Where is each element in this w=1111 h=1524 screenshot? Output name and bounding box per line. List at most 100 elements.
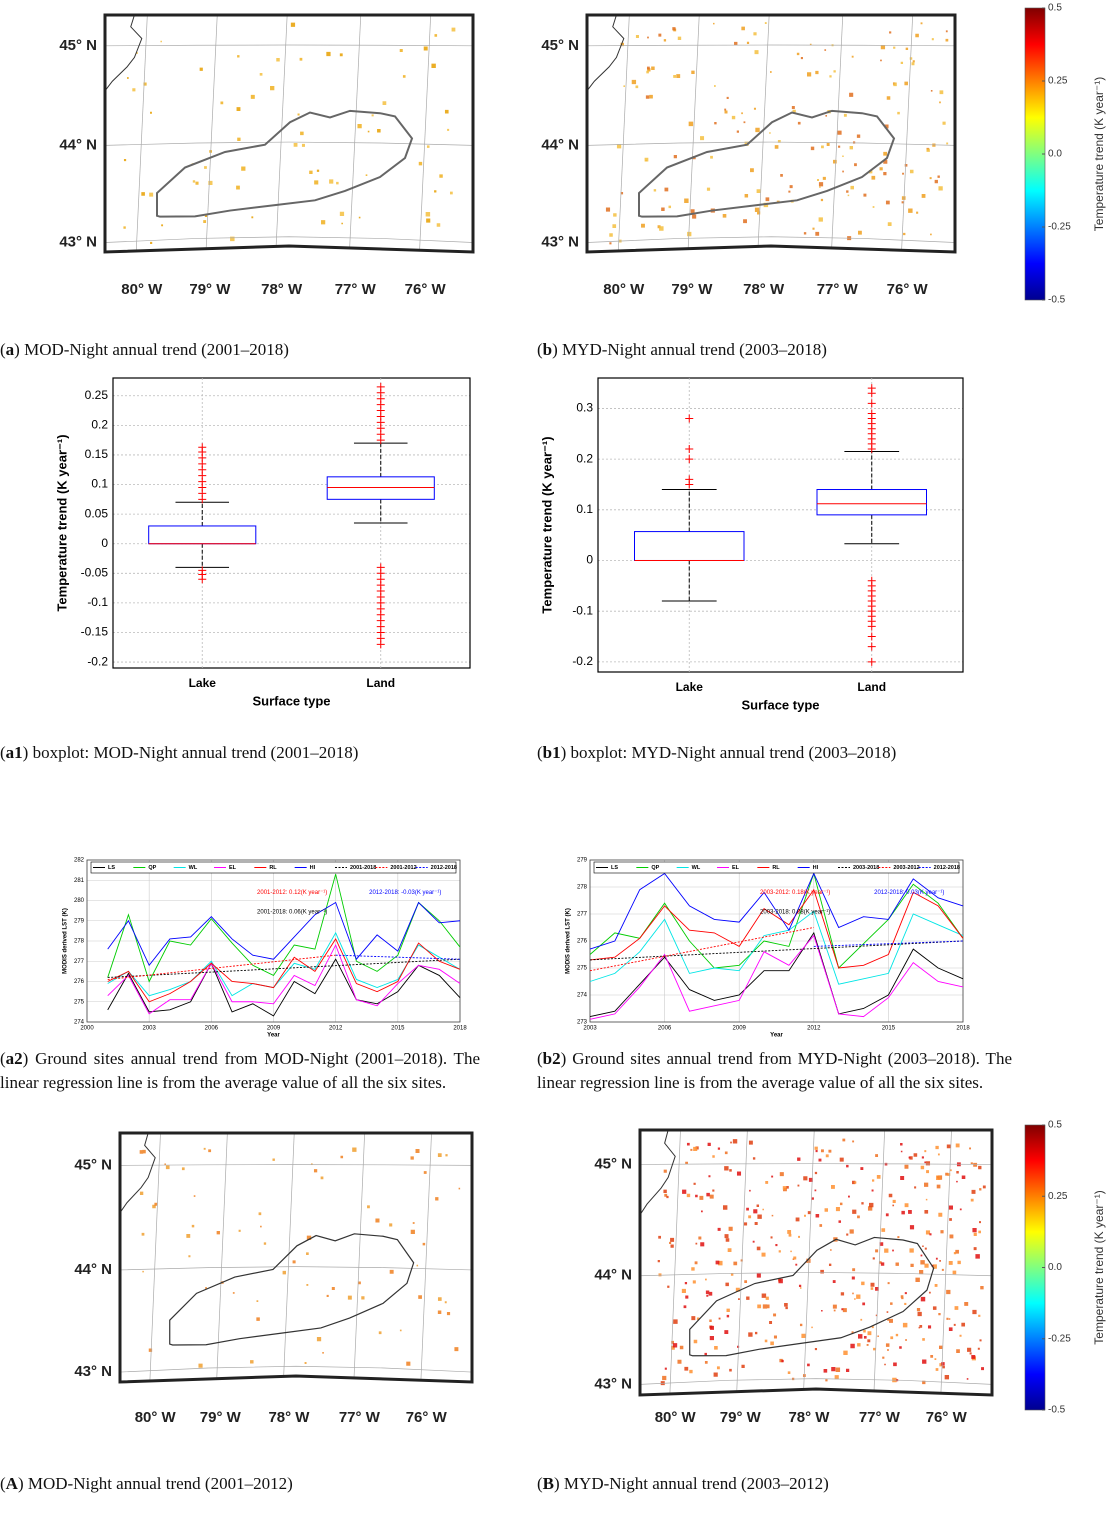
map-parallel (639, 1378, 993, 1385)
caption-label: B (542, 1474, 555, 1493)
box (816, 489, 927, 516)
longitude-label: 77° W (339, 1409, 381, 1426)
map-parallel (639, 1272, 993, 1277)
series-line (589, 872, 964, 950)
plot-frame (112, 377, 471, 669)
caption-text: ( (537, 1474, 543, 1493)
series-line (589, 888, 964, 969)
x-tick-label: 2003 (583, 1026, 597, 1032)
longitude-label: 80° W (603, 281, 645, 298)
colorbar-tick-label: 0.25 (1048, 1191, 1068, 1202)
annotation: 2003-2012: 0.18(K year⁻¹) (760, 890, 830, 896)
trend-pixels (139, 1147, 448, 1368)
series-line (107, 938, 461, 1003)
trend-pixels (139, 1148, 461, 1366)
map-meridian (149, 1132, 161, 1381)
x-tick-label: 2015 (882, 1026, 896, 1032)
plot-frame (589, 859, 964, 1023)
longitude-label: 78° W (261, 281, 303, 298)
caption-text: ) Ground sites annual trend from MYD-Nig… (537, 1049, 1012, 1092)
y-tick-label: -0.1 (572, 603, 593, 617)
y-tick-label: 277 (577, 912, 588, 918)
latitude-label: 45° N (541, 37, 579, 54)
x-tick-label: 2015 (391, 1026, 405, 1032)
map-meridian (216, 1132, 228, 1378)
y-tick-label: 279 (74, 918, 85, 924)
longitude-label: 77° W (859, 1409, 901, 1426)
x-tick-label: 2006 (658, 1026, 672, 1032)
y-tick-label: 0.15 (85, 447, 109, 461)
longitude-label: 78° W (268, 1409, 310, 1426)
map-parallel (119, 1266, 473, 1271)
legend-label: QP (148, 865, 156, 871)
lake-outline (638, 109, 896, 218)
x-tick-label: 2012 (807, 1026, 821, 1032)
y-tick-label: 0 (586, 553, 593, 567)
longitude-label: 80° W (121, 281, 163, 298)
latitude-label: 43° N (74, 1363, 112, 1380)
caption-text: ) MOD-Night annual trend (2001–2012) (17, 1474, 293, 1493)
y-tick-label: 0.2 (576, 451, 593, 465)
latitude-label: 43° N (541, 233, 579, 250)
coastline (119, 1132, 156, 1213)
caption-text: ) boxplot: MOD-Night annual trend (2001–… (22, 743, 359, 762)
caption-text: ( (537, 340, 543, 359)
map-frame (103, 13, 475, 254)
coastline (639, 1129, 676, 1216)
legend-label: LS (108, 865, 115, 871)
y-tick-label: 274 (74, 1020, 85, 1026)
map-meridian (669, 1129, 681, 1394)
outlier (685, 414, 694, 423)
trend-pixels (620, 22, 949, 236)
annotation: 2001-2012: 0.12(K year⁻¹) (257, 890, 327, 896)
annotation: 2001-2018: 0.06(K year⁻¹) (257, 909, 327, 915)
caption-label: a2 (5, 1049, 23, 1068)
series-line (107, 943, 461, 1015)
caption-text: ( (0, 1049, 6, 1068)
coastline (586, 14, 625, 92)
lake-outline (156, 109, 414, 218)
caption: (b2) Ground sites annual trend from MYD-… (537, 1047, 1012, 1095)
trend-line (589, 927, 814, 972)
y-tick-label: 279 (577, 858, 588, 864)
caption: (a) MOD-Night annual trend (2001–2018) (0, 338, 480, 362)
y-tick-label: 276 (577, 939, 588, 945)
series-line (107, 931, 461, 997)
caption-text: ) MYD-Night annual trend (2003–2018) (552, 340, 827, 359)
outlier (867, 384, 876, 393)
box (326, 476, 435, 500)
x-tick-label: 2000 (80, 1026, 94, 1032)
map-parallel (586, 44, 956, 47)
trend-pixels (609, 22, 949, 243)
annotation: 2012-2018: 0.03(K year⁻¹) (874, 890, 944, 896)
outlier (198, 443, 207, 452)
series-line (107, 958, 461, 1017)
longitude-label: 79° W (720, 1409, 762, 1426)
coastline (104, 14, 143, 92)
latitude-label: 43° N (594, 1375, 632, 1392)
caption-text: ) MOD-Night annual trend (2001–2018) (14, 340, 289, 359)
outlier (867, 642, 876, 651)
caption: (b1) boxplot: MYD-Night annual trend (20… (537, 735, 977, 771)
longitude-label: 80° W (135, 1409, 177, 1426)
caption-text: ) MYD-Night annual trend (2003–2012) (554, 1474, 829, 1493)
caption-text: ( (0, 340, 6, 359)
caption: (a1) boxplot: MOD-Night annual trend (20… (0, 735, 480, 771)
box (634, 531, 745, 561)
y-tick-label: 278 (74, 939, 85, 945)
colorbar-tick-label: 0.0 (1048, 149, 1062, 160)
caption-text: ( (537, 1049, 543, 1068)
trend-pixels (123, 22, 449, 245)
map-parallel (586, 236, 956, 243)
y-tick-label: 275 (74, 999, 85, 1005)
caption: (b) MYD-Night annual trend (2003–2018) (537, 338, 1017, 362)
map-parallel (104, 236, 474, 243)
y-tick-label: 0.05 (85, 506, 109, 520)
colorbar-tick-label: 0.0 (1048, 1262, 1062, 1273)
map-parallel (104, 44, 474, 47)
caption-label: b (542, 340, 553, 359)
x-tick-label: Land (857, 680, 886, 694)
y-tick-label: 273 (577, 1020, 588, 1026)
y-tick-label: 0 (101, 536, 108, 550)
